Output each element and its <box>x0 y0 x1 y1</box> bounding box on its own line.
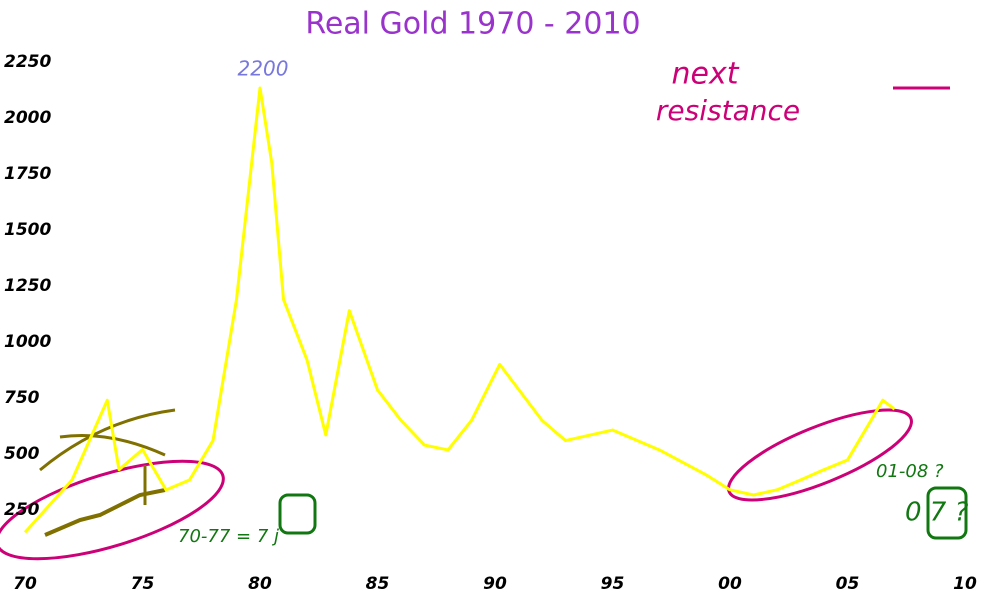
box <box>278 493 317 535</box>
circle-70s <box>0 459 225 561</box>
y-tick-label: 500 <box>4 444 40 464</box>
y-tick-label: 2250 <box>4 52 51 72</box>
scribble <box>39 408 176 472</box>
x-tick-label: 75 <box>131 574 155 594</box>
annotation: 0 7 ? <box>905 498 969 528</box>
x-tick-label: 90 <box>483 574 507 594</box>
annotation: 70-77 = 7 j <box>178 526 279 547</box>
x-tick-label: 10 <box>953 574 977 594</box>
line <box>23 86 896 534</box>
annotation: next <box>672 57 740 92</box>
y-tick-label: 750 <box>4 388 40 408</box>
annotation: 01-08 ? <box>876 461 944 482</box>
x-tick-label: 70 <box>13 574 37 594</box>
x-tick-label: 85 <box>366 574 390 594</box>
x-tick-label: 80 <box>248 574 272 594</box>
chart-title: Real Gold 1970 - 2010 <box>305 7 640 42</box>
scribbles <box>0 86 968 561</box>
x-tick-label: 95 <box>601 574 625 594</box>
y-tick-label: 1250 <box>4 276 51 296</box>
circle-00s <box>727 408 913 502</box>
annotation: 2200 <box>238 57 289 81</box>
y-tick-label: 250 <box>4 500 40 520</box>
box <box>926 486 968 540</box>
x-tick-label: 00 <box>718 574 742 594</box>
y-tick-label: 1750 <box>4 164 51 184</box>
annotation: resistance <box>656 94 800 127</box>
x-tick-label: 05 <box>836 574 860 594</box>
y-tick-label: 2000 <box>4 108 51 128</box>
y-tick-label: 1500 <box>4 220 51 240</box>
y-tick-label: 1000 <box>4 332 51 352</box>
scribble <box>59 434 166 457</box>
